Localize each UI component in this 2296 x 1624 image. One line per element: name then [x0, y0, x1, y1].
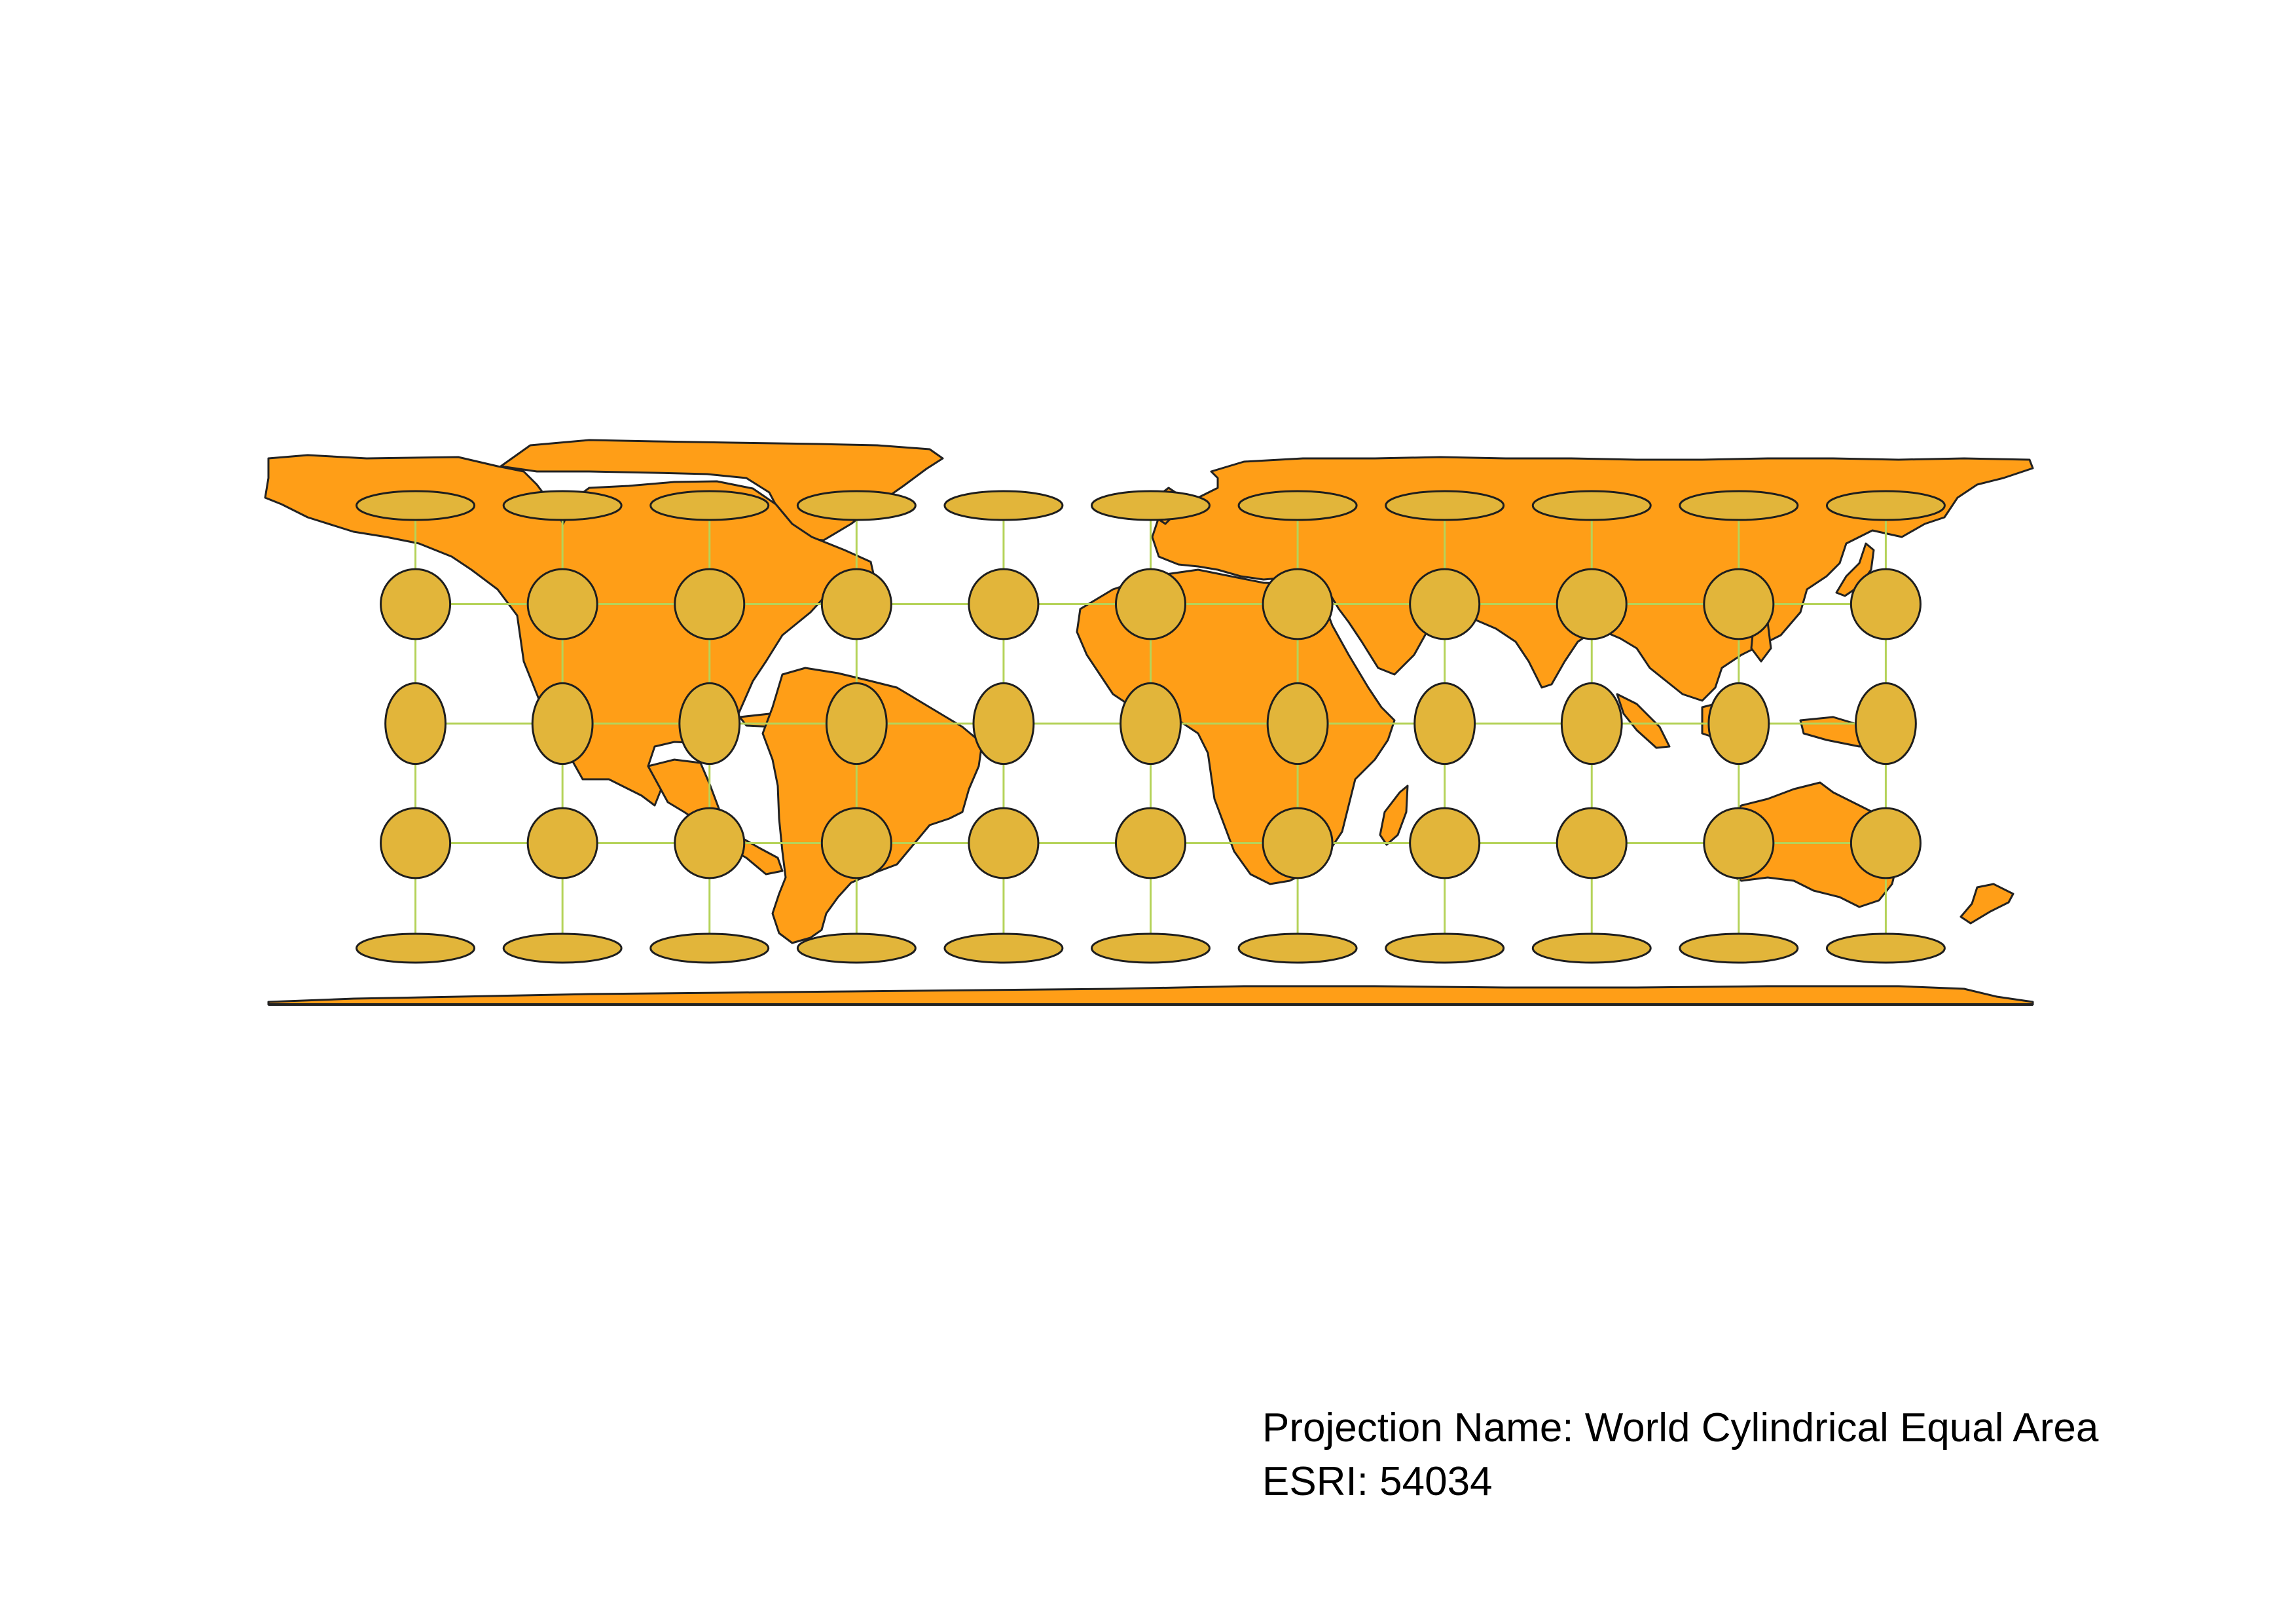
tissot-indicatrix: [1114, 568, 1187, 640]
tissot-indicatrices: [355, 490, 1946, 964]
land-madagascar: [1379, 784, 1409, 846]
tissot-indicatrix: [820, 807, 892, 879]
tissot-indicatrix: [674, 568, 746, 640]
land-new-zealand: [1959, 883, 2014, 925]
tissot-indicatrix: [968, 807, 1040, 879]
tissot-indicatrix: [972, 682, 1035, 766]
tissot-indicatrix: [1850, 807, 1922, 879]
tissot-indicatrix: [1237, 490, 1358, 521]
projection-name-text: Projection Name: World Cylindrical Equal…: [1262, 1405, 2099, 1450]
tissot-indicatrix: [1679, 490, 1799, 521]
tissot-indicatrix: [380, 568, 452, 640]
tissot-indicatrix: [1531, 490, 1652, 521]
tissot-indicatrix: [1707, 682, 1770, 766]
tissot-indicatrix: [355, 932, 476, 964]
tissot-indicatrix: [1825, 932, 1946, 964]
tissot-indicatrix: [943, 490, 1064, 521]
tissot-indicatrix: [649, 932, 770, 964]
tissot-indicatrix: [674, 807, 746, 879]
tissot-indicatrix: [1262, 568, 1334, 640]
tissot-indicatrix: [502, 490, 623, 521]
esri-code-text: ESRI: 54034: [1262, 1459, 1493, 1504]
land-sumatra: [1616, 693, 1671, 749]
tissot-indicatrix: [1385, 932, 1505, 964]
tissot-indicatrix: [1409, 568, 1481, 640]
tissot-indicatrix: [1850, 568, 1922, 640]
projection-caption: Projection Name: World Cylindrical Equal…: [1262, 1401, 2098, 1509]
tissot-indicatrix: [1262, 807, 1334, 879]
tissot-indicatrix: [1237, 932, 1358, 964]
tissot-indicatrix: [355, 490, 476, 521]
tissot-indicatrix: [1091, 932, 1211, 964]
tissot-indicatrix: [1385, 490, 1505, 521]
tissot-indicatrix: [796, 490, 917, 521]
tissot-indicatrix: [1091, 490, 1211, 521]
tissot-indicatrix: [526, 807, 598, 879]
tissot-indicatrix: [1560, 682, 1623, 766]
tissot-indicatrix: [1114, 807, 1187, 879]
tissot-indicatrix: [1825, 490, 1946, 521]
tissot-indicatrix: [649, 490, 770, 521]
tissot-indicatrix: [1679, 932, 1799, 964]
tissot-indicatrix: [531, 682, 594, 766]
tissot-indicatrix: [825, 682, 888, 766]
tissot-indicatrix: [1556, 807, 1628, 879]
tissot-indicatrix: [1703, 568, 1775, 640]
land-south-america: [761, 667, 983, 944]
tissot-indicatrix: [943, 932, 1064, 964]
land-antarctica: [267, 985, 2034, 1006]
tissot-indicatrix: [796, 932, 917, 964]
land-japan: [1835, 542, 1875, 597]
tissot-indicatrix: [968, 568, 1040, 640]
tissot-indicatrix: [1531, 932, 1652, 964]
tissot-indicatrix: [1409, 807, 1481, 879]
tissot-indicatrix: [1556, 568, 1628, 640]
tissot-indicatrix: [1266, 682, 1329, 766]
tissot-indicatrix: [678, 682, 741, 766]
tissot-indicatrix: [1854, 682, 1917, 766]
tissot-indicatrix: [1120, 682, 1182, 766]
tissot-indicatrix: [384, 682, 447, 766]
tissot-indicatrix: [1703, 807, 1775, 879]
tissot-indicatrix: [502, 932, 623, 964]
tissot-indicatrix: [526, 568, 598, 640]
tissot-indicatrix: [380, 807, 452, 879]
tissot-indicatrix: [820, 568, 892, 640]
tissot-indicatrix: [1413, 682, 1476, 766]
